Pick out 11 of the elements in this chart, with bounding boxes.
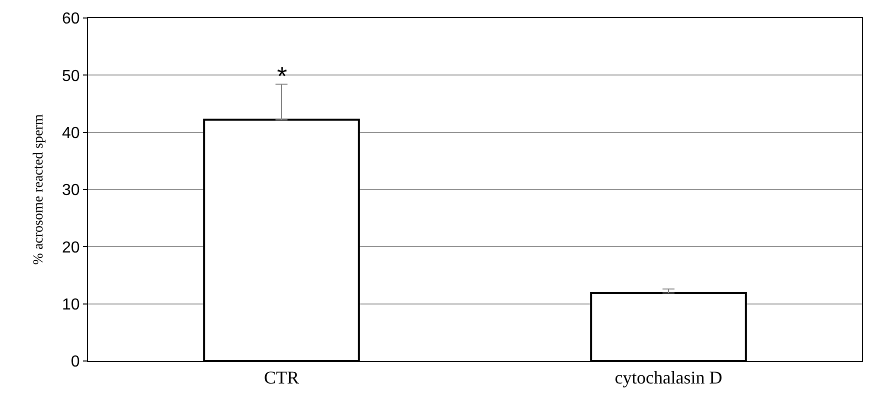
y-tick-label: 50	[62, 68, 80, 85]
y-tick-label: 60	[62, 10, 80, 28]
annotation: *	[277, 61, 288, 91]
y-tick-label: 0	[70, 354, 80, 371]
y-tick-label: 10	[62, 296, 80, 314]
x-tick-label: cytochalasin D	[614, 368, 722, 388]
x-tick-label: CTR	[264, 368, 300, 388]
y-tick-label: 20	[62, 239, 80, 256]
y-tick-label: 30	[62, 182, 80, 200]
y-tick-label: 40	[62, 124, 80, 142]
y-axis-title: % acrosome reacted sperm	[32, 114, 47, 265]
